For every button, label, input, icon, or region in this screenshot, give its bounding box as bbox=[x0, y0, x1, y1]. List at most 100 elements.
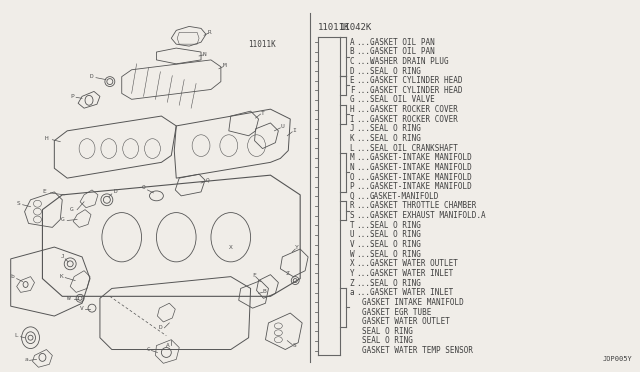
Text: SEAL OIL VALVE: SEAL OIL VALVE bbox=[369, 96, 435, 105]
Text: Q: Q bbox=[349, 192, 355, 201]
Text: ....: .... bbox=[356, 115, 374, 124]
Text: Z: Z bbox=[285, 271, 289, 276]
Text: ....: .... bbox=[356, 134, 374, 143]
Text: T: T bbox=[349, 221, 355, 230]
Text: GASKET WATER OUTLET: GASKET WATER OUTLET bbox=[369, 259, 458, 268]
Text: ....: .... bbox=[356, 221, 374, 230]
Text: Y: Y bbox=[349, 269, 355, 278]
Text: ....: .... bbox=[356, 67, 374, 76]
Text: F: F bbox=[349, 86, 355, 95]
Text: E: E bbox=[349, 76, 355, 85]
Text: X: X bbox=[228, 244, 232, 250]
Text: ....: .... bbox=[356, 288, 374, 297]
Text: ....: .... bbox=[356, 163, 374, 172]
Text: GASKET INTAKE MANIFOLD: GASKET INTAKE MANIFOLD bbox=[362, 298, 463, 307]
Text: X: X bbox=[349, 259, 355, 268]
Text: ....: .... bbox=[356, 182, 374, 191]
Text: T: T bbox=[260, 110, 264, 116]
Text: D: D bbox=[90, 74, 94, 79]
Text: b: b bbox=[11, 274, 15, 279]
Text: 11042K: 11042K bbox=[340, 23, 372, 32]
Text: GASKET OIL PAN: GASKET OIL PAN bbox=[369, 38, 435, 46]
Text: Q: Q bbox=[206, 177, 210, 183]
Text: G: G bbox=[60, 217, 64, 222]
Text: GASKET ROCKER COVER: GASKET ROCKER COVER bbox=[369, 115, 458, 124]
Text: GASKET-INTAKE MANIFOLD: GASKET-INTAKE MANIFOLD bbox=[369, 173, 471, 182]
Text: SEAL O RING: SEAL O RING bbox=[369, 279, 420, 288]
Text: SEAL O RING: SEAL O RING bbox=[369, 250, 420, 259]
Text: W: W bbox=[67, 296, 71, 301]
Text: ....: .... bbox=[356, 211, 374, 220]
Text: ....: .... bbox=[356, 76, 374, 85]
Text: GASKET EGR TUBE: GASKET EGR TUBE bbox=[362, 308, 431, 317]
Text: ....: .... bbox=[356, 86, 374, 95]
Text: J: J bbox=[349, 124, 355, 133]
Text: GASKET-INTAKE MANIFOLD: GASKET-INTAKE MANIFOLD bbox=[369, 182, 471, 191]
Text: P: P bbox=[349, 182, 355, 191]
Text: ....: .... bbox=[356, 269, 374, 278]
Text: SEAL O RING: SEAL O RING bbox=[362, 336, 413, 346]
Text: O: O bbox=[349, 173, 355, 182]
Text: D: D bbox=[114, 189, 118, 195]
Text: ....: .... bbox=[356, 259, 374, 268]
Text: V: V bbox=[80, 306, 84, 311]
Text: GASKET-INTAKE MANIFOLD: GASKET-INTAKE MANIFOLD bbox=[369, 153, 471, 162]
Text: GASKET WATER INLET: GASKET WATER INLET bbox=[369, 269, 453, 278]
Text: A: A bbox=[166, 343, 170, 348]
Text: P: P bbox=[70, 94, 74, 99]
Text: GASKET WATER INLET: GASKET WATER INLET bbox=[369, 288, 453, 297]
Text: ....: .... bbox=[356, 105, 374, 114]
Text: F: F bbox=[253, 273, 257, 278]
Text: D: D bbox=[349, 67, 355, 76]
Text: ....: .... bbox=[356, 47, 374, 56]
Text: U: U bbox=[280, 124, 284, 129]
Text: a: a bbox=[24, 357, 28, 362]
Text: SEAL OIL CRANKSHAFT: SEAL OIL CRANKSHAFT bbox=[369, 144, 458, 153]
Text: SEAL O RING: SEAL O RING bbox=[369, 230, 420, 240]
Text: H: H bbox=[44, 136, 48, 141]
Text: SEAL O RING: SEAL O RING bbox=[369, 124, 420, 133]
Text: Z: Z bbox=[349, 279, 355, 288]
Text: U: U bbox=[349, 230, 355, 240]
Text: ....: .... bbox=[356, 250, 374, 259]
Text: WASHER DRAIN PLUG: WASHER DRAIN PLUG bbox=[369, 57, 448, 66]
Text: K: K bbox=[349, 134, 355, 143]
Text: G: G bbox=[70, 207, 74, 212]
Text: M: M bbox=[349, 153, 355, 162]
Text: GASKET-INTAKE MANIFOLD: GASKET-INTAKE MANIFOLD bbox=[369, 163, 471, 172]
Text: I: I bbox=[349, 115, 355, 124]
Text: M: M bbox=[223, 63, 227, 68]
Text: GASKET CYLINDER HEAD: GASKET CYLINDER HEAD bbox=[369, 76, 462, 85]
Text: B: B bbox=[262, 289, 266, 294]
Text: 11011K: 11011K bbox=[248, 40, 276, 49]
Text: L: L bbox=[349, 144, 355, 153]
Text: ....: .... bbox=[356, 230, 374, 240]
Text: ....: .... bbox=[356, 279, 374, 288]
Text: R: R bbox=[208, 30, 212, 35]
Text: S: S bbox=[17, 201, 20, 206]
Text: ....: .... bbox=[356, 240, 374, 249]
Text: ....: .... bbox=[356, 38, 374, 46]
Text: 11011K: 11011K bbox=[318, 23, 350, 32]
Text: H: H bbox=[349, 105, 355, 114]
Text: SEAL O RING: SEAL O RING bbox=[362, 327, 413, 336]
Text: SEAL O RING: SEAL O RING bbox=[369, 221, 420, 230]
Text: K: K bbox=[60, 274, 63, 279]
Text: GASKET WATER TEMP SENSOR: GASKET WATER TEMP SENSOR bbox=[362, 346, 472, 355]
Text: E: E bbox=[42, 189, 46, 195]
Text: S: S bbox=[292, 343, 296, 348]
Text: GASKET EXHAUST MANIFOLD.A: GASKET EXHAUST MANIFOLD.A bbox=[369, 211, 485, 220]
Text: O: O bbox=[141, 186, 145, 190]
Text: SEAL O RING: SEAL O RING bbox=[369, 67, 420, 76]
Text: JOP005Y: JOP005Y bbox=[602, 356, 632, 362]
Text: ....: .... bbox=[356, 144, 374, 153]
Text: SEAL O RING: SEAL O RING bbox=[369, 134, 420, 143]
Text: N: N bbox=[203, 51, 207, 57]
Text: C: C bbox=[349, 57, 355, 66]
Text: I: I bbox=[292, 128, 296, 133]
Text: Y: Y bbox=[295, 244, 299, 250]
Text: N: N bbox=[349, 163, 355, 172]
Text: S: S bbox=[349, 211, 355, 220]
Text: C: C bbox=[147, 347, 150, 352]
Text: GASKET ROCKER COVER: GASKET ROCKER COVER bbox=[369, 105, 458, 114]
